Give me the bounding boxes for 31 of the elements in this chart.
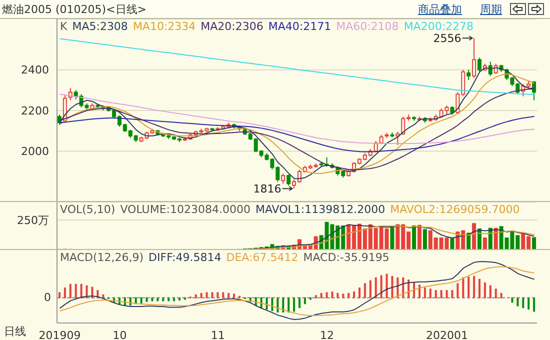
text: MA20:2306 — [200, 20, 264, 33]
x-tick-label: 202001 — [426, 328, 468, 340]
legend-title: VOL(5,10) — [60, 203, 116, 216]
text: 0 — [44, 290, 51, 304]
text: MA60:2108 — [336, 20, 399, 33]
series-label: MAVOL1:1139812.2000 — [255, 203, 386, 216]
x-axis-title: 日线 — [4, 324, 26, 339]
y-tick-label: 2000 — [21, 145, 49, 158]
y-tick-label: 2400 — [21, 64, 49, 77]
text: 商品叠加 — [418, 3, 462, 16]
annotation: 1816 — [253, 182, 282, 196]
legend-title: MACD(12,26,9) — [60, 251, 144, 264]
series-label: MACD:-35.9195 — [303, 251, 390, 264]
y-tick-label: 250万 — [17, 214, 49, 227]
text: MA10:2334 — [132, 20, 196, 33]
text: 周期 — [480, 3, 502, 16]
text: MA5:2308 — [72, 20, 128, 33]
text: MA200:2278 — [404, 20, 474, 33]
text: DEA:67.5412 — [226, 251, 298, 264]
y-tick-label: 2200 — [21, 104, 49, 118]
x-tick-label: 201909 — [38, 328, 81, 340]
x-tick-label: 11 — [210, 328, 225, 340]
text: MA40:2171 — [268, 20, 332, 33]
x-tick-label: 12 — [320, 328, 334, 340]
text: DIFF:49.5814 — [148, 251, 222, 264]
annotation: 2556 — [433, 32, 462, 46]
text: VOLUME:1023084.0000 — [120, 203, 250, 216]
chart-title: 燃油2005 (010205)<日线> — [2, 2, 146, 17]
series-label: MAVOL2:1269059.7000 — [390, 203, 520, 216]
x-tick-label: 10 — [112, 328, 127, 340]
legend-title: K — [60, 20, 68, 33]
